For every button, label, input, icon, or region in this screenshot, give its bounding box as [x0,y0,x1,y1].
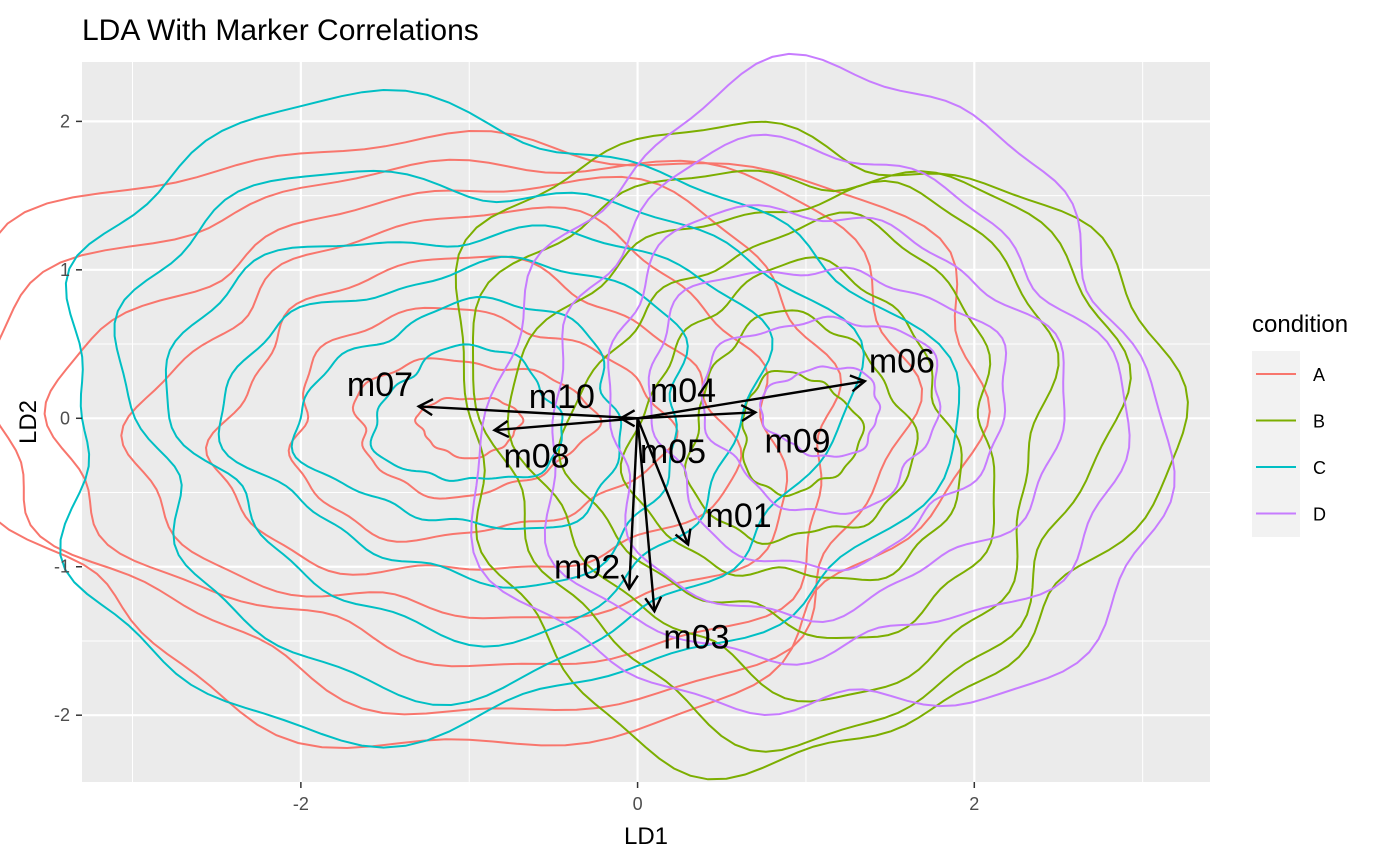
arrow-head [618,409,636,428]
arrow-shaft [636,417,690,545]
legend-item-A: A [1256,365,1325,385]
legend-item-C: C [1256,458,1326,478]
arrow-label: m10 [529,378,595,416]
legend-item-B: B [1256,412,1325,432]
marker-arrows: m01 m02 m03 m04 m05 m06 m07 m08 m09 m10 [347,342,935,656]
y-axis-ticks: -2 -1 0 1 2 [54,111,82,725]
contour-line [0,129,991,750]
legend: condition A B C D [1252,311,1348,537]
legend-label: B [1313,412,1325,432]
x-axis-title: LD1 [624,823,668,850]
arrow-m07: m07 [347,366,638,420]
contour-line [454,120,1189,781]
arrow-label: m02 [554,549,620,587]
y-tick-label: -2 [54,705,70,725]
legend-label: C [1313,458,1326,478]
arrow-shaft [494,417,638,432]
arrow-shaft [627,418,639,590]
x-tick-label: 0 [633,794,643,814]
contour-line [619,256,963,582]
contour-line [164,224,774,648]
contour-line [414,397,525,460]
arrow-label: m09 [764,423,830,461]
contour-line [369,343,564,482]
arrow-shaft [637,411,756,420]
y-tick-label: 0 [60,408,70,428]
arrow-label: m07 [347,366,413,404]
arrow-head [620,574,639,592]
legend-title: condition [1252,311,1348,338]
chart-title: LDA With Marker Correlations [82,14,479,47]
arrow-head [740,403,758,423]
arrow-label: m06 [869,342,935,380]
contour-line [290,295,623,531]
arrow-m09: m09 [637,403,831,461]
arrow-m03: m03 [636,418,730,657]
arrow-m06: m06 [637,342,935,420]
contour-line [543,133,1131,666]
y-tick-label: 1 [60,260,70,280]
legend-label: A [1313,365,1325,385]
arrow-m08: m08 [492,417,638,475]
contour-line [647,266,1008,572]
arrow-shaft [418,405,638,420]
x-tick-label: 2 [969,794,979,814]
y-tick-label: -1 [54,557,70,577]
legend-key-background [1252,351,1300,537]
contour-line [43,175,843,668]
legend-label: D [1313,505,1326,525]
contour-line [506,179,1060,703]
contour-line [759,365,882,458]
arrow-label: m03 [663,619,729,657]
arrow-head [674,528,692,547]
legend-item-D: D [1256,505,1326,525]
arrow-shaft [636,418,656,612]
arrow-label: m04 [650,372,716,410]
arrow-head [644,596,663,614]
arrow-m05: m05 [636,418,706,471]
arrow-label: m05 [640,433,706,471]
arrow-m10: m10 [529,378,638,428]
x-axis-ticks: -2 0 2 [293,782,979,814]
contour-line [351,357,603,500]
arrow-m02: m02 [554,418,639,592]
arrow-shaft [637,379,866,420]
arrow-m01: m01 [636,417,772,547]
arrow-label: m01 [706,497,772,535]
arrow-m04: m04 [650,372,716,410]
contour-line [683,309,919,545]
y-tick-label: 2 [60,111,70,131]
contour-line [607,204,1066,624]
arrow-head [492,420,510,439]
arrow-head [849,374,868,393]
contour-line [472,169,1132,753]
contour-line [0,158,924,716]
y-axis-title: LD2 [15,400,42,444]
contour-line [741,370,866,498]
arrow-label: m08 [503,437,569,475]
contour-line [113,169,865,707]
contour-group-B [454,120,1189,781]
x-tick-label: -2 [293,794,309,814]
contour-line [287,306,679,543]
contour-line [217,255,689,589]
arrow-head [416,398,434,417]
contour-line [700,315,942,515]
